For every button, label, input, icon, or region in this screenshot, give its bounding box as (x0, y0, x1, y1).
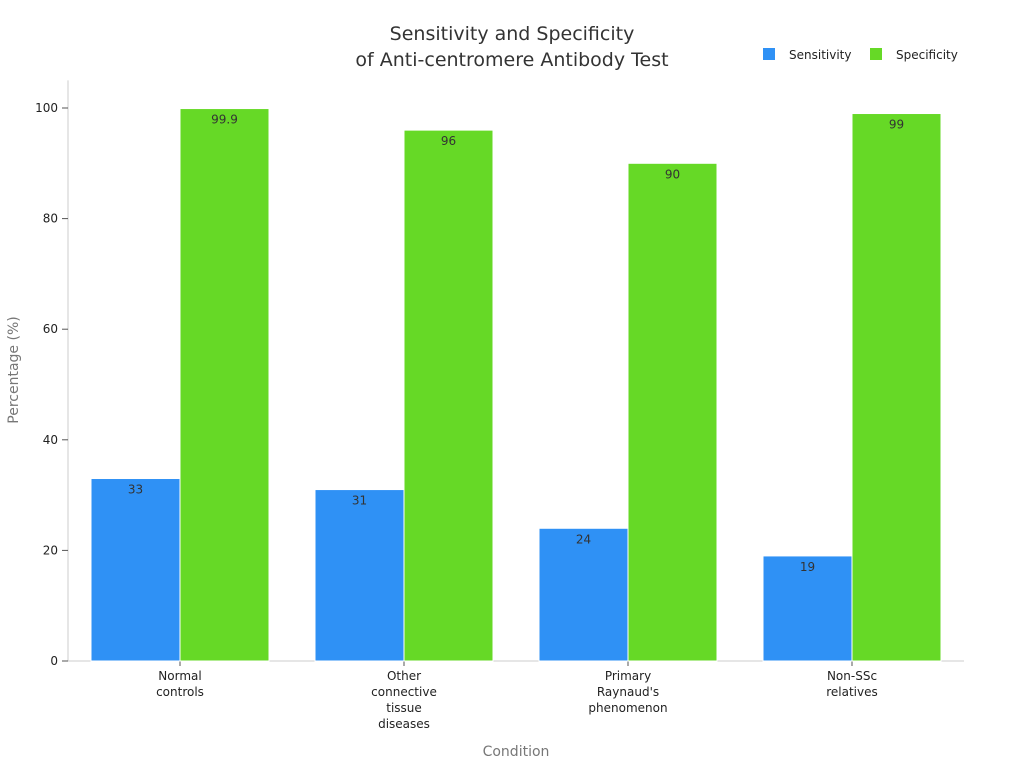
y-tick-label: 0 (50, 654, 58, 668)
axes: 0 20 40 60 80 100 Normal controls Other connectiv… (35, 80, 964, 731)
legend-label-sensitivity[interactable]: Sensitivity (789, 48, 851, 62)
legend[interactable]: Sensitivity Specificity (763, 48, 958, 62)
chart-title-line-1: Sensitivity and Specificity (390, 23, 635, 45)
x-category-label: Non-SSc relatives (826, 669, 878, 699)
x-category-label-line: Primary (605, 669, 651, 683)
x-category-label-line: Raynaud's (597, 685, 659, 699)
bar-sensitivity-3[interactable] (762, 555, 853, 662)
x-axis-title: Condition (483, 744, 550, 760)
bars (90, 108, 942, 662)
bar-specificity-2[interactable] (627, 162, 718, 662)
x-category-label-line: tissue (386, 701, 422, 715)
data-label-sensitivity-0: 33 (128, 483, 143, 497)
x-category-label-line: relatives (826, 685, 878, 699)
data-label-sensitivity-3: 19 (800, 560, 815, 574)
x-category-label-line: connective (371, 685, 437, 699)
y-axis-title: Percentage (%) (6, 316, 22, 423)
x-category-label: Other connective tissue diseases (371, 669, 437, 731)
x-category-label: Primary Raynaud's phenomenon (588, 669, 667, 715)
bar-sensitivity-2[interactable] (538, 527, 629, 662)
data-label-specificity-1: 96 (441, 134, 456, 148)
legend-swatch-specificity[interactable] (870, 48, 882, 60)
data-label-sensitivity-2: 24 (576, 532, 591, 546)
x-category-label-line: Normal (158, 669, 201, 683)
bar-sensitivity-0[interactable] (90, 478, 181, 662)
x-category-label: Normal controls (156, 669, 204, 699)
y-tick-label: 80 (43, 212, 58, 226)
bar-specificity-3[interactable] (851, 113, 942, 662)
bar-sensitivity-1[interactable] (314, 489, 405, 662)
y-tick-label: 40 (43, 433, 58, 447)
y-tick-label: 100 (35, 101, 58, 115)
data-label-specificity-2: 90 (665, 167, 680, 181)
y-tick-label: 60 (43, 322, 58, 336)
x-category-label-line: Other (387, 669, 421, 683)
bar-specificity-0[interactable] (179, 108, 270, 662)
x-category-label-line: phenomenon (588, 701, 667, 715)
data-label-specificity-0: 99.9 (211, 113, 238, 127)
x-category-label-line: diseases (378, 717, 430, 731)
y-tick-label: 20 (43, 543, 58, 557)
legend-swatch-sensitivity[interactable] (763, 48, 775, 60)
x-category-label-line: controls (156, 685, 204, 699)
x-category-label-line: Non-SSc (827, 669, 877, 683)
bar-specificity-1[interactable] (403, 129, 494, 662)
chart-title-line-2: of Anti-centromere Antibody Test (355, 49, 668, 71)
legend-label-specificity[interactable]: Specificity (896, 48, 958, 62)
data-label-specificity-3: 99 (889, 118, 904, 132)
data-label-sensitivity-1: 31 (352, 494, 367, 508)
data-labels: 33 99.9 31 96 24 90 19 99 (128, 113, 904, 574)
